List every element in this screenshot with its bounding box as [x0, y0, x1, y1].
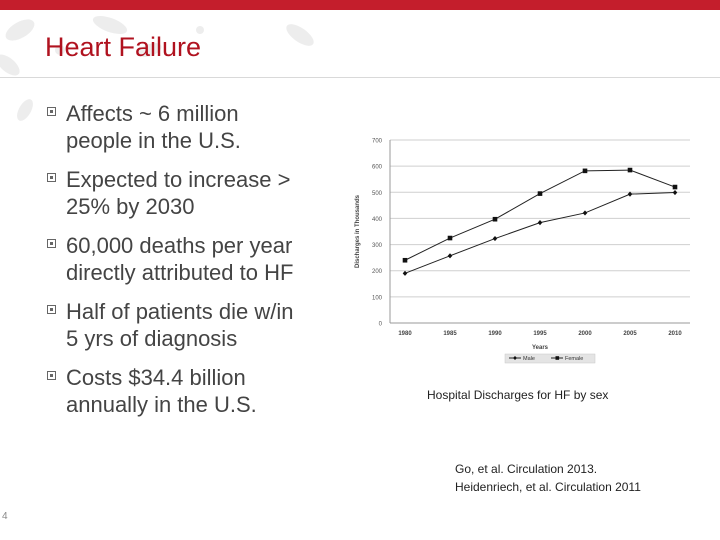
x-axis-label: Years [532, 345, 549, 351]
y-tick-label: 400 [372, 217, 383, 223]
reference-line: Go, et al. Circulation 2013. [455, 462, 598, 476]
legend-box [504, 353, 596, 364]
bullet-item: Expected to increase > 25% by 2030 [46, 166, 346, 220]
bullet-line: annually in the U.S. [66, 392, 257, 417]
square-bullet-icon [47, 305, 56, 314]
data-point-male [582, 210, 588, 216]
bullet-line: 5 yrs of diagnosis [66, 326, 238, 351]
data-point-female [627, 167, 633, 173]
title-divider [0, 77, 720, 78]
decorative-flowers [0, 15, 314, 121]
bullet-item: 60,000 deaths per year directly attribut… [46, 232, 346, 286]
data-point-male [402, 270, 408, 276]
data-point-male [537, 220, 543, 226]
x-tick-label: 2000 [578, 331, 592, 337]
data-point-female [402, 257, 408, 263]
y-tick-label: 200 [372, 269, 383, 275]
square-bullet-icon [47, 107, 56, 116]
bullet-line: Affects ~ 6 million [66, 101, 239, 126]
legend-label-male: Male [523, 356, 535, 362]
bullet-item: Half of patients die w/in 5 yrs of diagn… [46, 298, 346, 352]
page-number: 4 [2, 511, 8, 522]
x-tick-label: 1990 [488, 331, 502, 337]
bullet-line: 60,000 deaths per year [66, 233, 293, 258]
bullet-list: Affects ~ 6 million people in the U.S. E… [46, 100, 346, 430]
data-point-female [447, 235, 453, 241]
reference-line: Heidenriech, et al. Circulation 2011 [455, 480, 641, 494]
y-tick-label: 0 [379, 322, 383, 328]
series-line-male [404, 192, 676, 274]
data-point-male [672, 189, 678, 196]
data-point-female [582, 168, 588, 174]
bullet-line: Half of patients die w/in [66, 299, 294, 324]
y-tick-label: 700 [372, 139, 383, 145]
square-bullet-icon [47, 239, 56, 248]
hf-discharges-chart: 0 100 200 300 400 500 600 700 1980 1985 1990 1995 20… [355, 139, 690, 364]
x-tick-label: 1985 [443, 331, 457, 337]
x-tick-label: 2005 [623, 331, 637, 337]
bullet-line: people in the U.S. [66, 128, 241, 153]
bullet-item: Affects ~ 6 million people in the U.S. [46, 100, 346, 154]
legend-marker-female [555, 356, 560, 360]
y-tick-label: 100 [372, 295, 383, 301]
figure-caption: Hospital Discharges for HF by sex [427, 388, 609, 402]
square-bullet-icon [47, 371, 56, 380]
y-axis-label: Discharges in Thousands [355, 194, 361, 268]
bullet-line: 25% by 2030 [66, 194, 195, 219]
y-tick-label: 300 [372, 243, 383, 249]
data-point-male [447, 253, 453, 259]
y-tick-label: 600 [372, 165, 383, 171]
slide-title: Heart Failure [45, 32, 202, 62]
data-point-female [492, 216, 498, 222]
top-accent-bar [0, 0, 720, 10]
x-tick-label: 2010 [668, 331, 682, 337]
x-tick-label: 1995 [533, 331, 547, 337]
bullet-line: Expected to increase > [66, 167, 291, 192]
series-line-female [404, 169, 676, 261]
x-tick-label: 1980 [398, 331, 412, 337]
bullet-line: Costs $34.4 billion [66, 365, 246, 390]
data-point-female [672, 184, 678, 190]
bullet-line: directly attributed to HF [66, 260, 294, 285]
legend-marker-male [513, 356, 517, 360]
square-bullet-icon [47, 173, 56, 182]
legend-label-female: Female [565, 356, 583, 362]
data-point-male [492, 235, 498, 242]
bullet-item: Costs $34.4 billion annually in the U.S. [46, 364, 346, 418]
data-point-female [537, 191, 543, 196]
y-tick-label: 500 [372, 191, 383, 197]
references: Go, et al. Circulation 2013. Heidenriech… [455, 460, 641, 496]
